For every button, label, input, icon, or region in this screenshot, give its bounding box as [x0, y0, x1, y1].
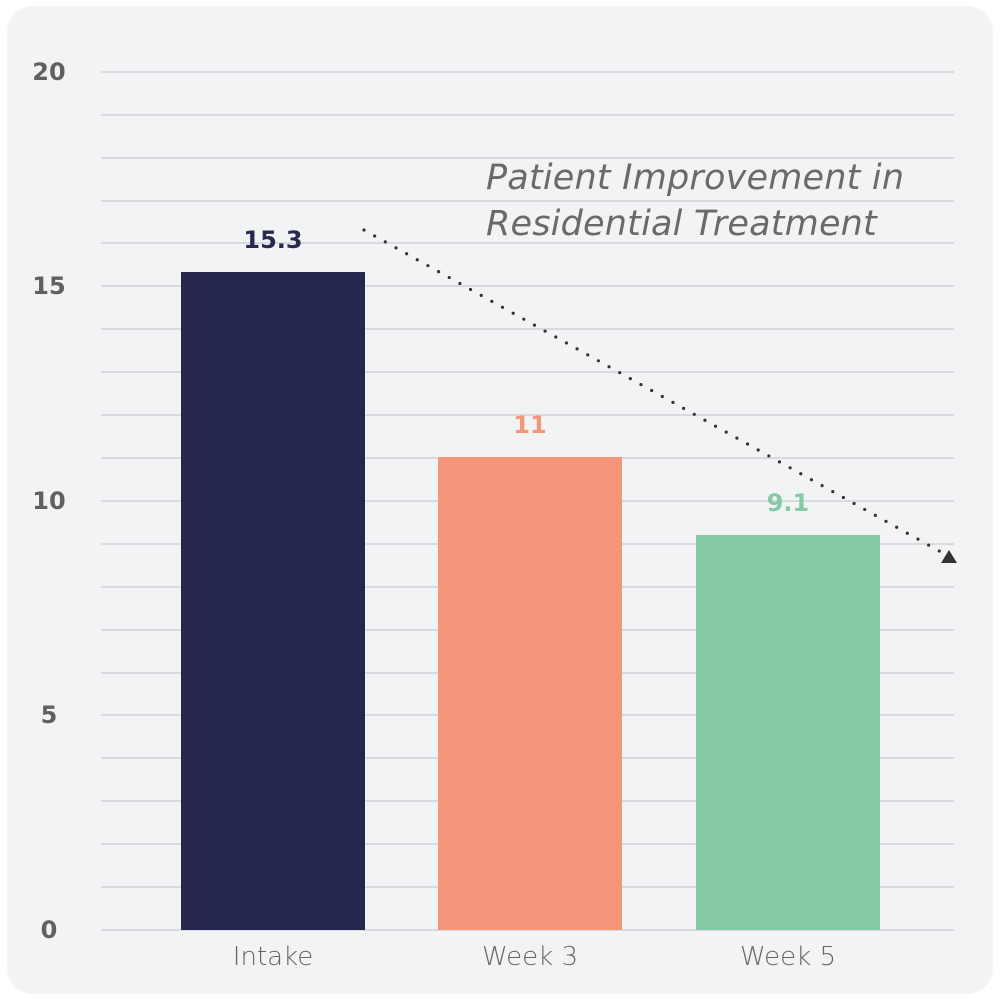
- bar-week-3: [438, 457, 622, 930]
- gridline: [101, 328, 954, 330]
- bar-value-label-week-5: 9.1: [766, 489, 810, 517]
- y-tick-label: 0: [40, 916, 58, 944]
- x-tick-label-intake: Intake: [232, 942, 314, 972]
- x-tick-label-week-3: Week 3: [481, 942, 579, 972]
- gridline: [101, 71, 954, 73]
- gridline: [101, 414, 954, 416]
- y-tick-label: 15: [32, 272, 66, 300]
- y-tick-label: 20: [32, 58, 66, 86]
- bar-intake: [181, 272, 365, 930]
- dotted-trend-line: [362, 228, 943, 554]
- gridline: [101, 200, 954, 202]
- gridline: [101, 114, 954, 116]
- gridline: [101, 242, 954, 244]
- bar-value-label-intake: 15.3: [243, 226, 303, 254]
- chart-title: Patient Improvement in Residential Treat…: [486, 155, 904, 247]
- bar-week-5: [696, 535, 880, 930]
- gridline: [101, 371, 954, 373]
- gridline: [101, 285, 954, 287]
- chart-title-line-2: Residential Treatment: [486, 204, 877, 244]
- y-tick-label: 10: [32, 487, 66, 515]
- chart-title-line-1: Patient Improvement in: [486, 158, 905, 198]
- y-tick-label: 5: [40, 701, 58, 729]
- x-tick-label-week-5: Week 5: [739, 942, 837, 972]
- gridline: [101, 929, 954, 931]
- bar-value-label-week-3: 11: [513, 411, 547, 439]
- gridline: [101, 157, 954, 159]
- arrowhead-icon: [941, 550, 957, 563]
